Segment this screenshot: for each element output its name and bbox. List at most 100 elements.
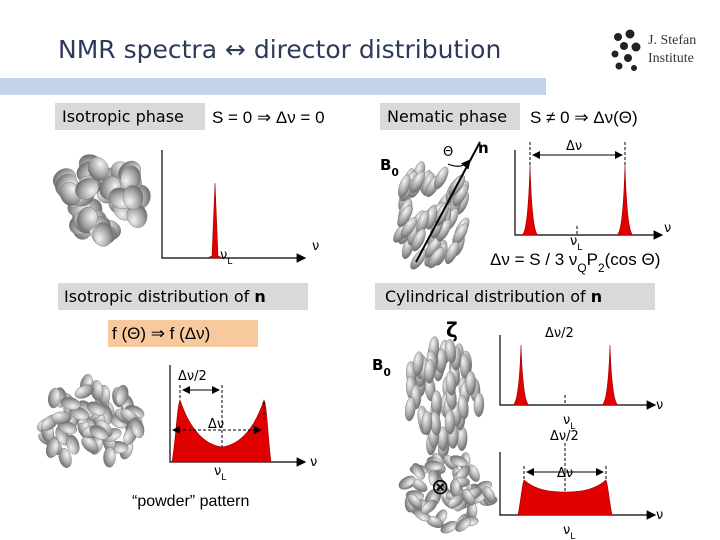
text-part: (cos Θ) — [605, 250, 661, 269]
phase-label: Nematic phase — [387, 107, 507, 126]
text-part: ν — [563, 523, 570, 538]
symbol: ν — [664, 221, 671, 236]
text-part: n — [591, 287, 602, 306]
molecule — [74, 384, 94, 399]
molecule — [424, 460, 443, 471]
molecule — [421, 499, 437, 514]
molecule — [467, 464, 480, 482]
formula: f (Θ) ⇒ f (Δν) — [112, 324, 210, 343]
formula-box — [108, 320, 258, 347]
symbol: Δν/2 — [178, 369, 207, 384]
symbol: Θ — [443, 145, 453, 160]
symbol: ν — [312, 239, 319, 254]
text-part: L — [577, 243, 583, 253]
spectral-line — [616, 164, 634, 236]
institute: Institute — [648, 51, 694, 66]
symbol: ν — [656, 398, 663, 413]
molecule — [412, 351, 424, 376]
molecule — [409, 171, 425, 194]
molecule — [398, 475, 416, 489]
text-part: n — [254, 287, 265, 306]
molecule — [76, 206, 98, 231]
formula: S = 0 ⇒ Δν = 0 — [212, 108, 325, 127]
molecule — [444, 241, 459, 265]
text-part: Isotropic distribution of — [64, 287, 254, 306]
symbol: Δν/2 — [545, 326, 574, 341]
text-part: Cylindrical distribution of — [385, 287, 591, 306]
molecule — [60, 397, 81, 410]
molecule — [92, 222, 114, 247]
label-box — [375, 283, 655, 310]
molecule — [45, 438, 60, 458]
molecule — [445, 339, 457, 364]
axes — [514, 150, 664, 240]
molecule — [407, 493, 423, 510]
molecule — [48, 387, 61, 409]
text-part: B — [372, 356, 383, 374]
label-box — [58, 283, 308, 310]
molecule — [461, 488, 475, 506]
label-box — [55, 103, 205, 130]
logo — [611, 29, 641, 71]
molecule — [455, 517, 471, 532]
text-part: 0 — [391, 167, 398, 179]
title-bar — [0, 78, 546, 95]
molecule — [427, 247, 445, 269]
symbol: ⊗ — [431, 475, 449, 500]
section-label: Isotropic distribution of n — [64, 287, 266, 306]
molecule — [51, 411, 72, 424]
molecule — [431, 390, 442, 415]
text-part: Q — [577, 261, 586, 275]
spectral-line — [521, 164, 539, 236]
molecule — [456, 426, 468, 452]
symbol: Δν — [566, 139, 582, 154]
title: NMR spectra ↔ director distribution — [58, 35, 501, 64]
molecule — [421, 410, 433, 436]
formula: S ≠ 0 ⇒ Δν(Θ) — [530, 108, 638, 127]
molecule — [57, 420, 78, 435]
powder-spectrum — [517, 479, 613, 516]
institute: J. Stefan — [648, 33, 696, 48]
angle-arc — [447, 159, 471, 170]
molecule — [404, 396, 416, 422]
text-part: 0 — [383, 367, 390, 379]
molecule — [87, 157, 109, 181]
text-part: 2 — [598, 261, 605, 275]
text-part: B — [380, 156, 391, 174]
molecule — [465, 370, 476, 396]
molecule — [449, 455, 468, 467]
molecule — [131, 418, 145, 439]
guide — [523, 443, 607, 492]
molecule — [397, 205, 413, 228]
molecule — [457, 394, 469, 420]
molecule — [434, 166, 449, 190]
molecule — [398, 174, 411, 199]
text-part: Δν = S / 3 ν — [490, 250, 577, 269]
molecule — [482, 486, 496, 503]
molecule — [445, 371, 457, 396]
guide — [179, 385, 265, 447]
symbol: νL — [563, 413, 576, 432]
symbol: Δν — [557, 466, 573, 481]
symbol: νL — [220, 248, 233, 267]
molecule — [440, 520, 458, 534]
text-part: ν — [570, 234, 577, 249]
molecule — [69, 406, 90, 421]
molecule — [473, 392, 485, 418]
axes — [161, 150, 307, 263]
spectral-line — [512, 344, 530, 406]
molecule — [81, 436, 99, 454]
symbol: ν — [656, 508, 663, 523]
symbol: Δν/2 — [550, 429, 579, 444]
symbol: B0 — [372, 356, 391, 379]
text-part: ν — [220, 248, 227, 263]
symbol: νL — [570, 234, 583, 253]
molecule — [66, 434, 80, 455]
text-part: ν — [563, 413, 570, 428]
molecule — [411, 228, 426, 252]
symbol: n — [478, 139, 489, 157]
molecule — [86, 401, 107, 416]
molecule — [122, 185, 144, 210]
text-part: L — [221, 473, 227, 483]
